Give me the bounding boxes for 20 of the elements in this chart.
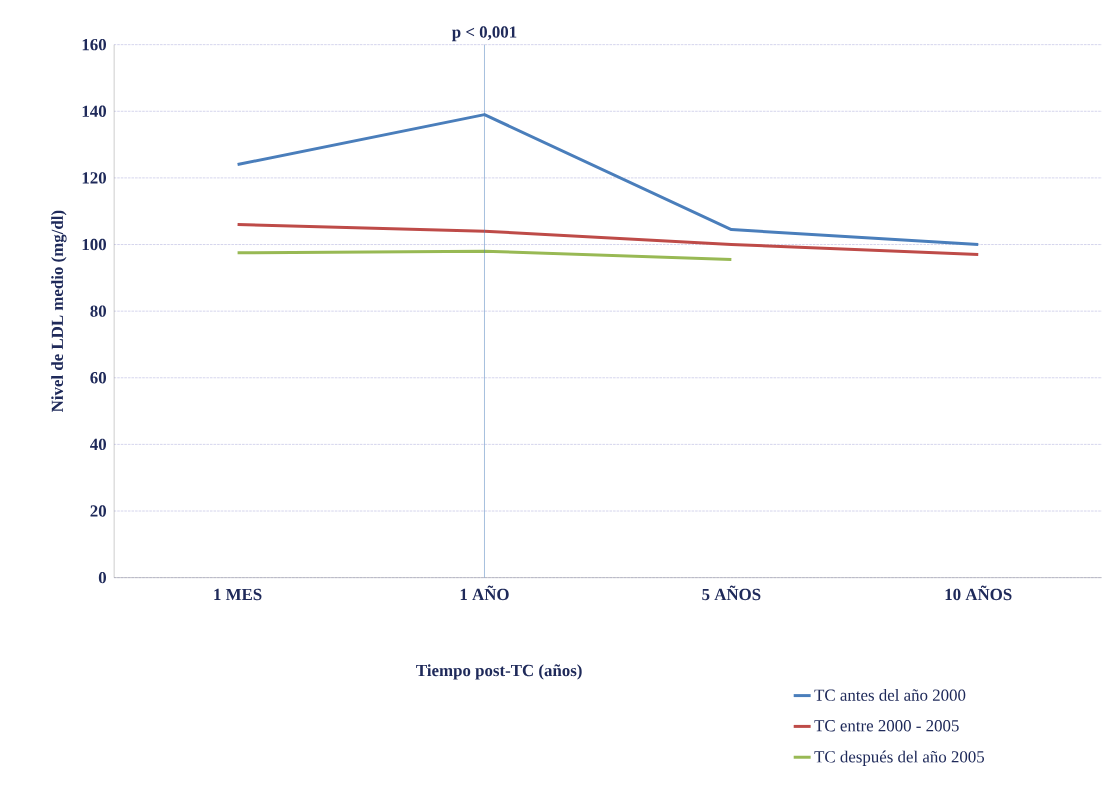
y-tick-label: 60 (90, 372, 107, 384)
y-tick-label: 160 (82, 38, 107, 51)
legend-label: TC antes del año 2000 (814, 689, 966, 701)
x-tick-label: 1 AÑO (460, 585, 509, 601)
x-axis-title: Tiempo post-TC (años) (416, 664, 582, 680)
x-tick-label: 5 AÑOS (702, 585, 761, 601)
y-tick-label: 100 (82, 238, 107, 251)
y-tick-label: 40 (90, 438, 107, 451)
legend-label: TC entre 2000 - 2005 (814, 720, 959, 732)
y-tick-label: 140 (82, 105, 107, 117)
y-tick-label: 20 (90, 505, 107, 517)
legend-label: TC después del año 2005 (814, 750, 985, 766)
y-tick-label: 120 (82, 172, 107, 184)
x-tick-label: 10 AÑOS (945, 585, 1012, 601)
line-series (236, 223, 980, 257)
ref-line-label: p < 0,001 (452, 26, 517, 42)
y-tick-label: 0 (98, 571, 107, 584)
y-tick-label: 80 (90, 305, 107, 317)
y-axis-title: Nivel de LDL medio (mg/dl) (51, 210, 67, 413)
x-tick-label: 1 MES (214, 588, 262, 601)
